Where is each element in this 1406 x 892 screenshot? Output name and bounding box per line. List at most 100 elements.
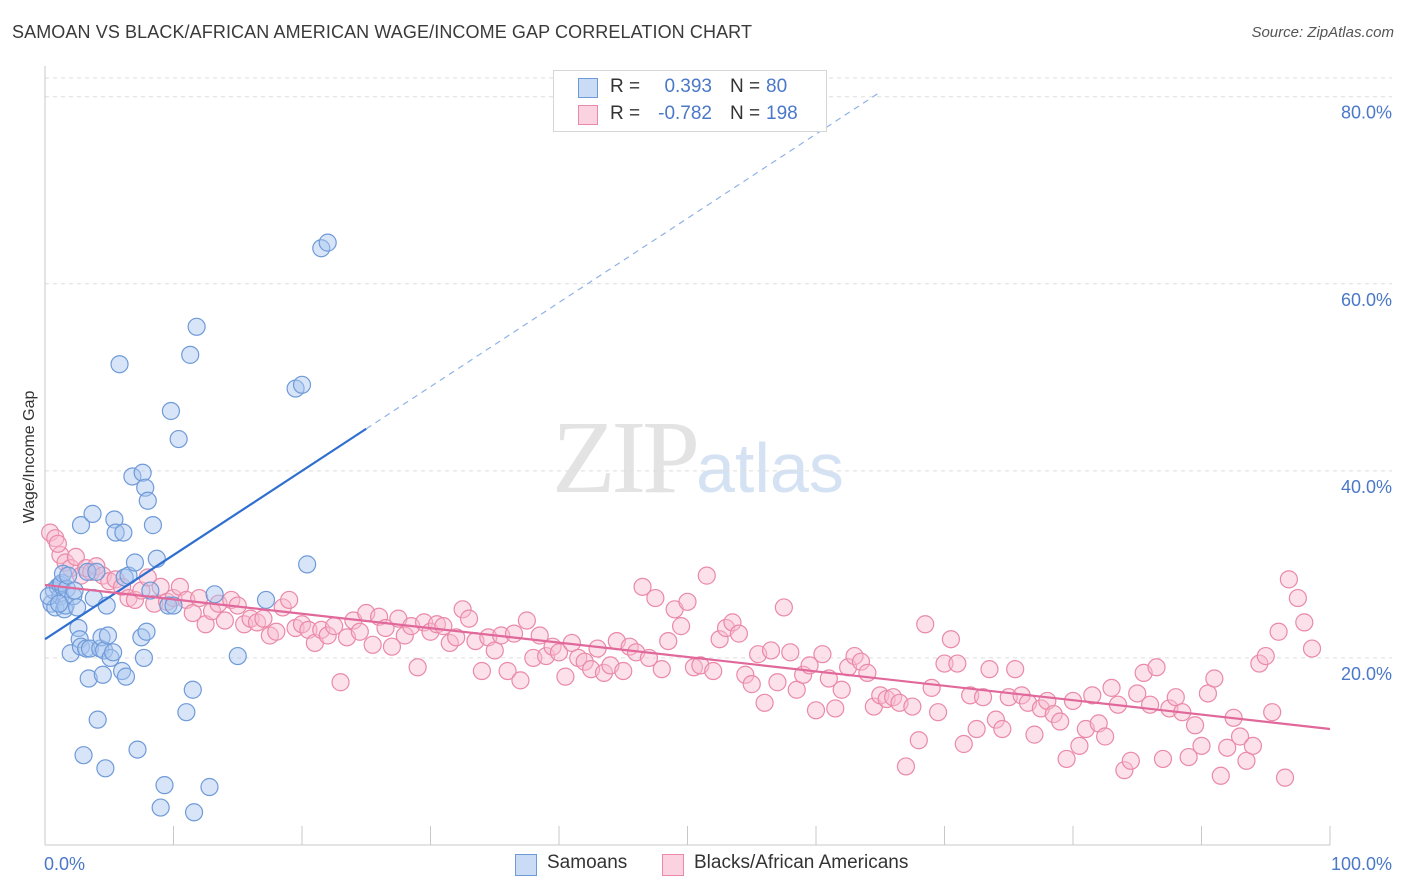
data-point (106, 523, 125, 542)
y-tick-label: 40.0% (1341, 477, 1392, 497)
r-label: R = (610, 103, 641, 124)
data-point (395, 626, 414, 645)
data-point (215, 611, 234, 630)
data-point (851, 652, 871, 671)
stats-legend-row-blacks: R = -0.782 N = 198 (554, 102, 826, 128)
stats-legend: R = 0.393 N = 80 R = -0.782 N = 198 (553, 70, 827, 132)
n-label: N = (730, 76, 761, 97)
data-point (832, 680, 851, 699)
data-point (116, 667, 136, 686)
x-tick-label-min: 0.0% (44, 854, 85, 874)
data-point (1211, 766, 1230, 785)
data-point (935, 654, 954, 673)
data-point (280, 590, 299, 610)
data-point (1140, 695, 1160, 714)
data-point (755, 693, 774, 712)
r-value: 0.393 (664, 76, 712, 97)
data-point (1089, 714, 1108, 733)
data-point (504, 624, 524, 643)
data-point (87, 557, 106, 576)
samoans-swatch (578, 78, 598, 98)
data-point (1205, 669, 1224, 688)
data-point (318, 233, 337, 252)
data-point (408, 658, 427, 677)
data-point (1275, 768, 1295, 787)
y-tick-labels: 20.0% 40.0% 60.0% 80.0% (1341, 103, 1392, 684)
data-point (614, 661, 633, 681)
data-point (170, 577, 190, 596)
y-tick-label: 80.0% (1341, 103, 1392, 123)
data-point (1057, 749, 1076, 769)
data-point (1070, 736, 1089, 755)
data-point (184, 803, 204, 822)
legend-label-samoans: Samoans (547, 852, 628, 873)
data-point (137, 622, 156, 641)
data-point (916, 615, 935, 634)
data-point (1288, 588, 1307, 608)
data-point (87, 562, 106, 581)
data-point (183, 680, 202, 699)
data-point (350, 622, 369, 641)
data-point (993, 719, 1012, 739)
watermark: ZIPatlas (552, 398, 844, 517)
data-point (710, 630, 729, 649)
data-point (83, 504, 102, 523)
series-blacks-points (41, 523, 1322, 787)
chart-title: SAMOAN VS BLACK/AFRICAN AMERICAN WAGE/IN… (12, 22, 753, 42)
data-point (736, 665, 755, 684)
data-point (447, 628, 466, 647)
data-point (292, 375, 312, 394)
data-point (88, 710, 107, 729)
blacks-swatch (578, 105, 598, 125)
data-point (68, 598, 87, 617)
data-point (575, 652, 594, 671)
data-point (498, 661, 517, 681)
data-point (980, 660, 999, 679)
data-point (774, 598, 793, 617)
data-point (1115, 761, 1134, 780)
blacks-trend-line (44, 583, 1331, 731)
data-point (633, 577, 652, 596)
data-point (183, 603, 202, 623)
data-point (1295, 613, 1314, 632)
data-point (181, 345, 200, 364)
n-value: 80 (766, 76, 788, 97)
data-point (159, 596, 178, 615)
data-point (903, 697, 922, 716)
data-point (928, 703, 948, 722)
data-point (1302, 639, 1322, 658)
data-point (1096, 727, 1115, 746)
data-point (155, 776, 174, 795)
series-legend: Samoans Blacks/African Americans (0, 852, 1406, 880)
data-point (77, 639, 96, 658)
data-point (723, 613, 742, 632)
data-point (453, 600, 472, 619)
data-point (659, 631, 678, 651)
data-point (646, 588, 665, 608)
data-point (39, 587, 58, 606)
y-tick-label: 60.0% (1341, 290, 1392, 310)
data-point (652, 660, 671, 679)
data-point (80, 639, 100, 658)
data-point (50, 594, 69, 613)
data-point (169, 429, 188, 449)
data-point (1128, 684, 1147, 703)
data-point (1166, 688, 1185, 707)
data-point (70, 630, 89, 649)
data-point (973, 688, 993, 707)
data-point (96, 759, 115, 778)
data-point (1102, 678, 1121, 697)
data-point (1051, 712, 1070, 731)
data-point (133, 463, 152, 482)
data-point (105, 510, 124, 529)
data-point (93, 665, 112, 684)
watermark-atlas: atlas (696, 429, 844, 507)
data-point (200, 777, 219, 797)
data-point (485, 641, 504, 660)
data-point (1006, 660, 1025, 679)
data-point (1279, 570, 1298, 589)
data-point (1044, 704, 1063, 724)
data-point (1230, 727, 1250, 746)
data-point (187, 317, 206, 336)
data-point (82, 562, 101, 581)
